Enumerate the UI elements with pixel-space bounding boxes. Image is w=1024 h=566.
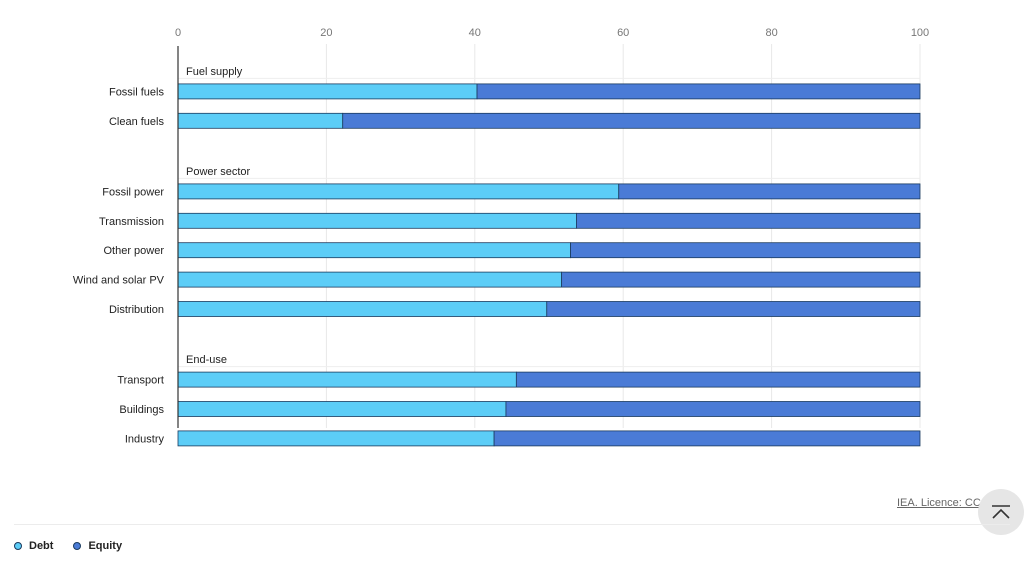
x-tick-label: 100 bbox=[911, 27, 929, 39]
x-tick-label: 0 bbox=[175, 27, 181, 39]
bar-equity bbox=[618, 183, 921, 200]
x-tick-label: 60 bbox=[617, 27, 629, 39]
category-label: Fossil power bbox=[102, 186, 164, 198]
chart: 0 20 40 60 80 100 Fuel supply Fossil fuels Clean… bbox=[73, 27, 929, 447]
bar-equity bbox=[476, 83, 921, 100]
group-label-0: Fuel supply bbox=[186, 66, 243, 78]
bar-debt bbox=[177, 430, 495, 447]
category-label: Industry bbox=[125, 433, 165, 445]
legend-label-debt: Debt bbox=[29, 540, 54, 552]
category-label: Buildings bbox=[119, 404, 164, 416]
bar-equity bbox=[493, 430, 921, 447]
bar-equity bbox=[570, 242, 921, 259]
bar-debt bbox=[177, 183, 620, 200]
bar-equity bbox=[576, 212, 921, 229]
category-label: Wind and solar PV bbox=[73, 275, 165, 287]
legend-item-equity[interactable]: Equity bbox=[73, 540, 122, 552]
category-label: Fossil fuels bbox=[109, 86, 165, 98]
x-tick-label: 20 bbox=[320, 27, 332, 39]
scroll-to-top-button[interactable] bbox=[978, 489, 1024, 535]
bar-debt bbox=[177, 301, 548, 317]
legend: Debt Equity bbox=[14, 540, 142, 552]
bar-debt bbox=[177, 212, 577, 229]
x-tick-label: 40 bbox=[469, 27, 481, 39]
bar-debt bbox=[177, 271, 563, 288]
bar-debt bbox=[177, 242, 571, 259]
licence-link[interactable]: IEA. Licence: CC bbox=[897, 497, 981, 509]
bar-debt bbox=[177, 401, 507, 417]
group-label-2: End-use bbox=[186, 354, 227, 366]
bar-equity bbox=[515, 371, 921, 388]
legend-item-debt[interactable]: Debt bbox=[14, 540, 53, 552]
bar-equity bbox=[342, 112, 921, 129]
legend-label-equity: Equity bbox=[88, 540, 123, 552]
bar-equity bbox=[561, 271, 921, 288]
legend-swatch-equity bbox=[73, 542, 82, 550]
bar-debt bbox=[177, 83, 478, 100]
chevron-up-icon bbox=[992, 505, 1010, 519]
category-label: Transmission bbox=[99, 216, 164, 228]
category-label: Transport bbox=[117, 375, 164, 387]
legend-swatch-debt bbox=[14, 542, 22, 550]
bar-equity bbox=[505, 401, 921, 417]
footer-divider bbox=[14, 524, 1010, 525]
x-tick-label: 80 bbox=[765, 27, 777, 39]
bar-equity bbox=[546, 301, 921, 317]
group-label-1: Power sector bbox=[186, 166, 251, 178]
category-label: Distribution bbox=[109, 304, 164, 316]
bar-debt bbox=[177, 371, 517, 388]
bar-debt bbox=[177, 112, 344, 129]
category-label: Other power bbox=[103, 245, 164, 257]
category-label: Clean fuels bbox=[109, 116, 165, 128]
chart-svg: 0 20 40 60 80 100 Fuel supply Fossil fuels Clean… bbox=[73, 27, 929, 447]
